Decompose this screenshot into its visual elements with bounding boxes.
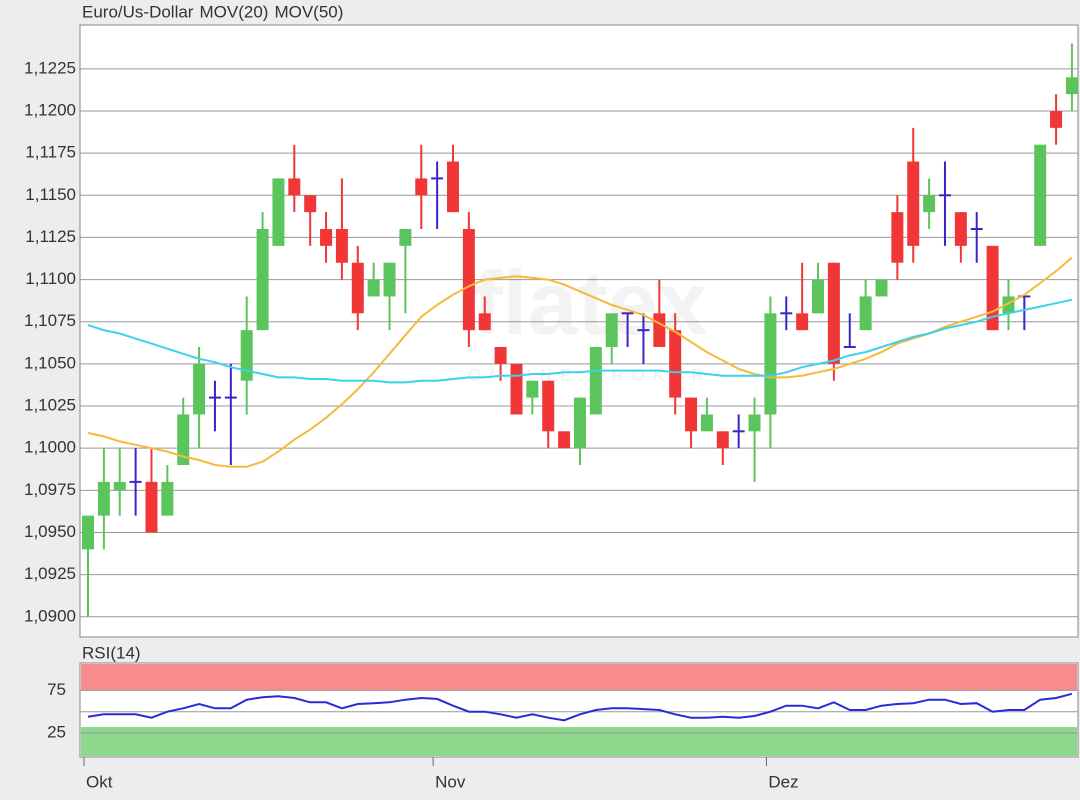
candle-body xyxy=(177,414,190,466)
y-tick-label: 1,1225 xyxy=(24,58,76,77)
candle-body xyxy=(145,481,158,533)
candle-body xyxy=(240,330,253,381)
candle-body xyxy=(415,178,428,196)
candle-body xyxy=(954,212,967,246)
candle-body xyxy=(320,229,333,246)
y-tick-label: 1,1175 xyxy=(25,143,76,162)
y-tick-label: 1,1200 xyxy=(24,100,76,119)
candle-body xyxy=(685,397,698,432)
candle-body xyxy=(1034,144,1047,246)
y-tick-label: 1,1150 xyxy=(25,185,76,204)
candle-body xyxy=(526,380,539,398)
candle-body xyxy=(351,262,364,314)
candle-body xyxy=(764,313,777,415)
candle-body xyxy=(478,313,491,331)
candle-body xyxy=(589,347,602,415)
candle-body xyxy=(859,296,872,331)
oversold-band xyxy=(81,727,1077,756)
candle-body xyxy=(1065,77,1078,95)
candle-body xyxy=(494,347,507,364)
candle-body xyxy=(891,212,904,263)
candle-body xyxy=(399,229,412,246)
candle-body xyxy=(748,414,761,432)
y-tick-label: 1,0975 xyxy=(24,480,76,499)
overbought-band xyxy=(81,664,1077,691)
candle-body xyxy=(193,363,206,415)
y-tick-label: 1,1125 xyxy=(25,227,76,246)
x-tick-label: Okt xyxy=(86,772,113,791)
candle-body xyxy=(716,431,729,449)
legend-entry: Euro/Us-Dollar xyxy=(82,2,194,21)
x-tick-label: Dez xyxy=(768,772,798,791)
candle-body xyxy=(304,195,317,213)
candle-body xyxy=(653,313,666,348)
candle-body xyxy=(605,313,618,348)
y-tick-label: 1,0900 xyxy=(24,606,76,625)
candle-body xyxy=(335,229,348,263)
candle-body xyxy=(669,330,682,398)
y-tick-label: 1,1075 xyxy=(24,311,76,330)
candle-body xyxy=(812,279,825,314)
y-tick-label: 1,0950 xyxy=(24,522,76,541)
y-tick-label: 1,0925 xyxy=(24,564,76,583)
y-tick-label: 1,1100 xyxy=(25,269,76,288)
candle-body xyxy=(510,363,523,415)
y-tick-label: 75 xyxy=(47,680,66,699)
candle-body xyxy=(573,397,586,449)
line xyxy=(87,298,1073,384)
legend-entry: MOV(20) xyxy=(199,2,268,21)
candle-body xyxy=(82,515,94,550)
candle-body xyxy=(97,481,110,516)
legend-entry: MOV(50) xyxy=(274,2,343,21)
candle-body xyxy=(1050,110,1063,128)
candle-body xyxy=(383,262,396,297)
line xyxy=(87,692,1073,722)
y-tick-label: 1,1025 xyxy=(24,396,76,415)
y-tick-label: 25 xyxy=(47,723,66,742)
candle-body xyxy=(923,195,936,213)
watermark: flatex xyxy=(472,254,707,354)
candle-body xyxy=(272,178,285,246)
candle-body xyxy=(875,279,888,297)
candle-body xyxy=(558,431,571,449)
y-tick-label: 1,1050 xyxy=(24,353,76,372)
legend-entry: RSI(14) xyxy=(82,643,141,662)
candle-body xyxy=(542,380,555,432)
candle-body xyxy=(447,161,460,213)
candle-body xyxy=(700,414,713,432)
x-tick-label: Nov xyxy=(435,772,466,791)
candle-body xyxy=(796,313,809,331)
candle-body xyxy=(367,279,380,297)
candle-body xyxy=(462,229,475,331)
candle-body xyxy=(827,262,840,364)
y-tick-label: 1,1000 xyxy=(24,438,76,457)
candle-body xyxy=(113,481,126,491)
candle-body xyxy=(161,481,174,516)
candle-body xyxy=(907,161,920,246)
line xyxy=(87,256,1073,468)
candle-body xyxy=(288,178,301,196)
candle-body xyxy=(256,229,269,331)
